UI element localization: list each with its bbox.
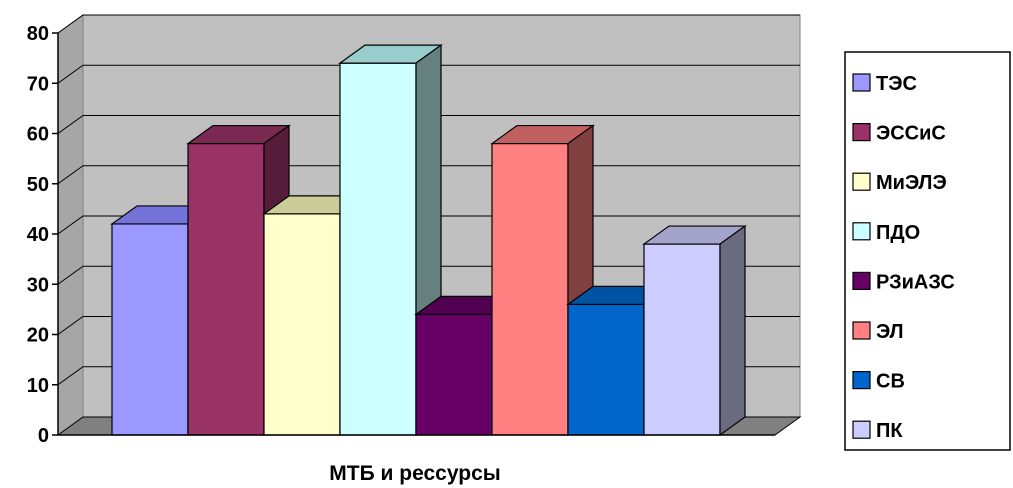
legend-swatch: [852, 321, 871, 340]
y-tick-label: 10: [27, 375, 49, 397]
bar-front: [263, 213, 341, 436]
legend-label: РЗиАЗС: [876, 271, 955, 293]
legend-label: ПК: [876, 420, 903, 442]
y-tick-label: 50: [27, 174, 49, 196]
bar-side: [719, 224, 746, 437]
bar-front: [415, 313, 493, 436]
legend-box: [844, 51, 1011, 451]
legend-swatch: [852, 371, 871, 390]
bar-front: [643, 243, 721, 436]
legend-swatch: [852, 172, 871, 191]
y-tick-label: 60: [27, 124, 49, 146]
plot-area: 0 10 20 30 40 50 60 70 80: [27, 14, 802, 447]
bar-front: [491, 142, 569, 436]
y-tick-label: 20: [27, 325, 49, 347]
y-tick-label: 0: [38, 425, 49, 447]
gridline: [57, 14, 800, 34]
legend-label: ЭЛ: [876, 321, 904, 343]
legend-swatch: [852, 271, 871, 290]
y-tick-label: 40: [27, 224, 49, 246]
legend: ТЭС ЭССиС МиЭЛЭ ПДО РЗиАЗС ЭЛ СВ ПК: [844, 51, 1011, 451]
bar-front: [187, 142, 265, 436]
legend-swatch: [852, 73, 871, 92]
legend-swatch: [852, 122, 871, 142]
y-tick-label: 70: [27, 73, 49, 95]
legend-swatch: [852, 222, 871, 241]
y-tick-label: 80: [27, 23, 49, 45]
legend-swatch: [852, 420, 871, 439]
legend-label: ТЭС: [876, 73, 917, 95]
gridline: [57, 115, 800, 134]
legend-label: ЭССиС: [876, 123, 946, 145]
bar: [642, 224, 747, 437]
legend-label: МиЭЛЭ: [876, 172, 947, 194]
y-tick-label: 30: [27, 274, 49, 296]
bar-front: [567, 303, 645, 436]
bar-front: [339, 62, 417, 436]
bar-front: [111, 223, 189, 436]
gridline: [57, 64, 800, 84]
legend-label: СВ: [876, 371, 905, 393]
x-axis-label: МТБ и рессурсы: [329, 462, 500, 485]
legend-label: ПДО: [876, 222, 920, 244]
